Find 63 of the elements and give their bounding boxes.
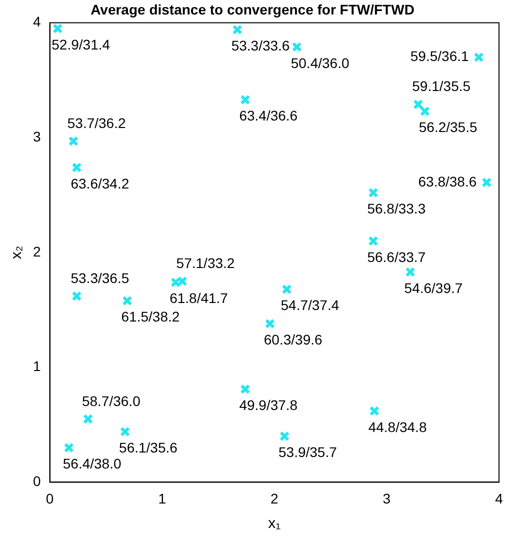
point: [405, 266, 416, 278]
data-label: 63.6/34.2: [70, 175, 130, 192]
data-label: 59.1/35.5: [412, 78, 471, 94]
y-tick-label: 3: [32, 128, 41, 145]
point: [482, 177, 492, 188]
y-tick-label: 2: [32, 243, 41, 260]
point: [120, 426, 130, 437]
data-label: 54.6/39.7: [404, 280, 463, 296]
data-label: 53.7/36.2: [67, 114, 126, 131]
data-label: 56.6/33.7: [367, 248, 426, 265]
x-tick-label: 0: [46, 490, 54, 506]
point: [64, 442, 74, 453]
data-label: 56.4/38.0: [62, 456, 122, 472]
data-label: 61.5/38.2: [121, 308, 180, 325]
x-tick-label: 4: [495, 490, 504, 506]
data-label: 56.1/35.6: [119, 440, 178, 456]
data-label: 60.3/39.6: [264, 332, 322, 348]
data-label: 56.2/35.5: [418, 119, 478, 136]
data-label: 44.8/34.8: [368, 418, 427, 435]
point: [368, 188, 378, 198]
point: [122, 296, 132, 306]
point: [279, 431, 290, 442]
point: [240, 94, 250, 105]
point: [292, 42, 302, 52]
y-axis-title: x₂: [8, 246, 26, 260]
point: [240, 384, 250, 394]
point: [413, 99, 424, 110]
data-label: 58.7/36.0: [82, 392, 141, 409]
point: [368, 236, 378, 246]
x-axis-title: x₁: [268, 515, 281, 532]
data-label: 57.1/33.2: [176, 255, 235, 272]
point: [420, 106, 430, 116]
point: [474, 52, 484, 62]
point: [82, 414, 94, 424]
data-label: 49.9/37.8: [239, 397, 298, 414]
y-tick-label: 4: [32, 14, 41, 30]
point: [264, 318, 275, 329]
data-label: 50.4/36.0: [290, 54, 350, 71]
point: [72, 291, 82, 302]
point: [282, 284, 292, 294]
data-label: 53.9/35.7: [278, 444, 338, 460]
data-label: 54.7/37.4: [280, 297, 340, 314]
data-label: 53.3/33.6: [231, 38, 290, 54]
point: [52, 24, 63, 34]
point: [68, 136, 78, 146]
data-label: 63.4/36.6: [239, 108, 298, 124]
data-label: 53.3/36.5: [70, 270, 130, 286]
x-tick-label: 2: [270, 490, 278, 506]
chart-title: Average distance to convergence for FTW/FTWD: [90, 1, 414, 18]
x-tick-label: 1: [158, 490, 166, 506]
data-label: 59.5/36.1: [410, 48, 469, 64]
point: [72, 162, 82, 173]
point: [369, 406, 380, 416]
data-label: 52.9/31.4: [52, 36, 110, 52]
y-tick-label: 1: [32, 358, 41, 374]
data-label: 61.8/41.7: [170, 290, 228, 306]
point: [170, 277, 181, 288]
data-label: 63.8/38.6: [418, 173, 477, 190]
point: [232, 24, 242, 35]
x-tick-label: 3: [382, 490, 391, 506]
point: [177, 276, 188, 286]
data-label: 56.8/33.3: [367, 200, 426, 217]
y-tick-label: 0: [32, 473, 41, 490]
